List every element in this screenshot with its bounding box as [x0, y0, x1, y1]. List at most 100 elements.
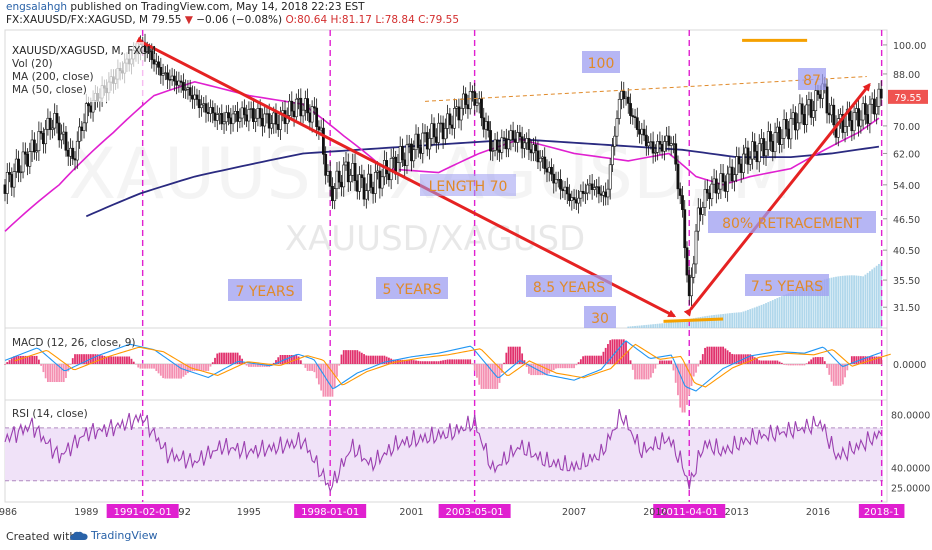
volume-bar: [731, 312, 734, 328]
candle-body: [419, 147, 422, 154]
macd-hist-bar: [785, 364, 788, 366]
candle-body: [568, 193, 571, 201]
candle-body: [91, 100, 95, 113]
price-tick-label: 35.50: [893, 276, 920, 287]
volume-bar: [776, 298, 779, 328]
legend-vol[interactable]: Vol (20): [12, 58, 53, 70]
macd-hist-bar: [223, 352, 225, 364]
candle-body: [875, 106, 879, 115]
macd-hist-bar: [826, 364, 828, 369]
candle-body: [683, 209, 687, 249]
legend-ma200[interactable]: MA (200, close): [12, 71, 94, 83]
macd-hist-bar: [878, 356, 880, 364]
candle-body: [468, 91, 472, 110]
macd-hist-bar: [681, 364, 684, 413]
macd-hist-bar: [853, 356, 855, 364]
macd-hist-bar: [706, 346, 709, 364]
chart-canvas[interactable]: XAUUSD/XAGUSD, M XAUUSD/XAGUSD 1991-02-0…: [0, 28, 932, 522]
volume-bar: [751, 308, 754, 328]
annotation-100[interactable]: 100: [582, 51, 620, 73]
legend-title[interactable]: XAUUSD/XAGUSD, M, FXCM: [12, 45, 156, 57]
annotation-87[interactable]: 87: [798, 68, 826, 90]
macd-hist-bar: [647, 364, 650, 380]
annotation-length-70[interactable]: LENGTH 70: [420, 174, 516, 196]
macd-hist-bar: [37, 359, 40, 364]
candle-body: [728, 166, 732, 175]
candle-body: [410, 143, 413, 162]
annotation-80-retracement[interactable]: 80% RETRACEMENT: [708, 211, 876, 233]
candle-body: [292, 110, 296, 118]
candle-body: [209, 107, 212, 114]
candle-body: [868, 103, 872, 124]
candle-body: [242, 107, 246, 116]
macd-hist-bar: [227, 352, 230, 364]
candle-body: [595, 186, 599, 188]
macd-hist-bar: [76, 354, 79, 364]
macd-hist-bar: [557, 364, 560, 369]
macd-hist-bar: [218, 352, 221, 364]
macd-hist-bar: [649, 364, 652, 378]
volume-bar: [875, 265, 878, 328]
legend-rsi[interactable]: RSI (14, close): [12, 408, 88, 420]
candle-body: [258, 108, 262, 119]
candle-body: [513, 139, 517, 143]
candle-body: [274, 112, 278, 125]
legend-ma50[interactable]: MA (50, close): [12, 84, 87, 96]
author-link[interactable]: engsalahgh: [6, 1, 68, 13]
macd-hist-bar: [808, 361, 810, 364]
macd-hist-bar: [304, 364, 307, 368]
volume-bar: [638, 325, 641, 328]
candle-body: [863, 103, 867, 115]
candle-body: [380, 176, 384, 189]
annotation-5-years[interactable]: 5 YEARS: [376, 277, 448, 299]
candle-body: [263, 113, 267, 127]
macd-hist-bar: [205, 364, 207, 371]
symbol-name[interactable]: FX:XAUUSD/FX:XAGUSD, M: [6, 14, 149, 26]
macd-hist-bar: [322, 364, 325, 397]
macd-hist-bar: [40, 364, 43, 366]
annotation-8-5-years[interactable]: 8.5 YEARS: [526, 275, 612, 297]
candle-body: [873, 98, 876, 115]
macd-hist-bar: [306, 364, 309, 371]
candle-body: [401, 146, 404, 161]
macd-hist-bar: [792, 364, 795, 366]
macd-hist-bar: [44, 364, 47, 379]
annotation-30[interactable]: 30: [584, 306, 616, 328]
candle-body: [764, 149, 768, 157]
candle-body: [717, 188, 721, 194]
candle-body: [550, 166, 553, 175]
candle-body: [349, 174, 352, 183]
tradingview-logo[interactable]: TradingView: [70, 529, 157, 542]
candle-body: [656, 141, 660, 153]
candle-body: [854, 108, 858, 113]
candle-body: [581, 190, 585, 194]
candle-body: [518, 132, 522, 138]
candle-body: [376, 170, 380, 173]
footer: Created with TradingView: [0, 522, 932, 550]
candle-body: [337, 170, 341, 183]
candle-body: [775, 126, 779, 133]
macd-hist-bar: [320, 364, 323, 391]
macd-hist-bar: [69, 364, 72, 365]
annotation-7-years[interactable]: 7 YEARS: [228, 279, 302, 301]
candle-body: [570, 197, 574, 201]
annotation-7-5-years[interactable]: 7.5 YEARS: [745, 274, 829, 296]
macd-hist-bar: [446, 359, 449, 364]
macd-hist-bar: [771, 360, 774, 364]
macd-hist-bar: [187, 364, 189, 374]
legend-macd[interactable]: MACD (12, 26, close, 9): [12, 337, 135, 349]
macd-hist-bar: [780, 362, 783, 364]
tradingview-brand: TradingView: [91, 529, 158, 542]
macd-hist-bar: [713, 346, 715, 364]
candle-body: [35, 150, 39, 153]
price-tick-label: 31.50: [893, 303, 920, 314]
candle-body: [850, 120, 854, 132]
candle-body: [538, 157, 542, 163]
macd-hist-bar: [191, 364, 194, 371]
candle-body: [762, 138, 766, 157]
macd-hist-bar: [663, 360, 666, 364]
volume-bar: [722, 314, 725, 328]
candle-body: [543, 156, 547, 169]
candle-body: [877, 88, 881, 107]
candle-body: [324, 153, 328, 176]
